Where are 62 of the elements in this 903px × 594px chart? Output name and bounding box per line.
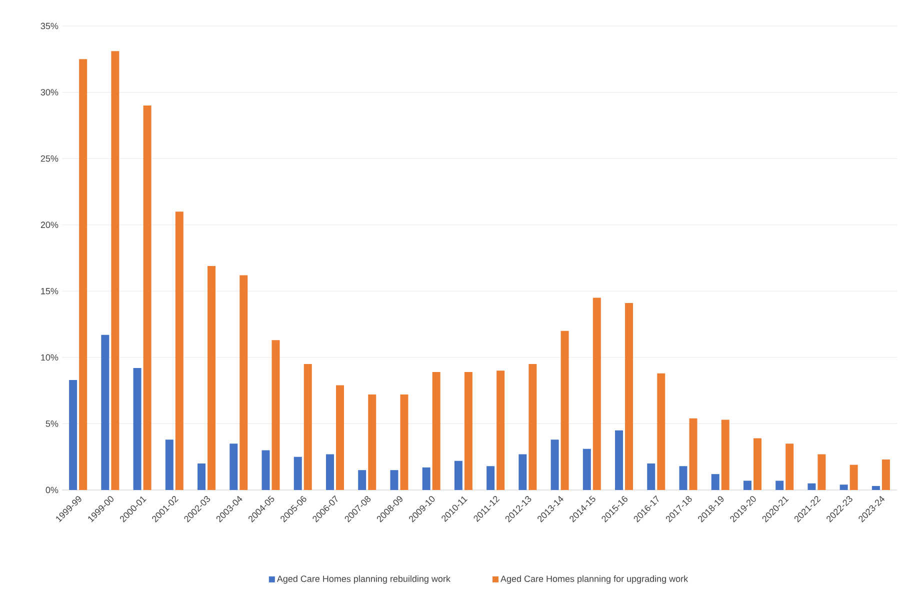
bar [272, 340, 280, 490]
bar [689, 418, 698, 490]
y-tick-label: 35% [40, 22, 58, 30]
bar [872, 486, 880, 490]
bar [79, 59, 88, 490]
bar [432, 372, 440, 490]
y-tick-label: 20% [40, 222, 58, 228]
bar [808, 483, 816, 490]
bar [422, 467, 430, 490]
bar [550, 440, 559, 490]
legend-label: Aged Care Homes planning for upgrading work [500, 575, 688, 584]
bar [528, 364, 537, 490]
y-tick-label: 15% [41, 288, 58, 294]
bar [496, 370, 505, 490]
bar [69, 380, 78, 490]
y-tick-label: 10% [41, 354, 58, 361]
bar [326, 454, 334, 490]
bar [230, 444, 238, 490]
bar [818, 454, 826, 490]
bar [454, 460, 462, 490]
bar [776, 480, 784, 490]
bar [882, 459, 890, 490]
bar [625, 303, 634, 490]
bar [262, 450, 270, 490]
bar [647, 463, 656, 490]
y-tick-label: 5% [46, 420, 58, 427]
bar [101, 334, 110, 490]
y-tick-label: 25% [40, 155, 58, 162]
bar [518, 454, 527, 490]
y-tick-label: 0% [46, 486, 58, 494]
bar [582, 448, 591, 490]
bar [657, 373, 666, 490]
bar [560, 330, 569, 490]
bar [679, 466, 688, 490]
bar [294, 456, 302, 490]
bar [304, 364, 312, 490]
bar [198, 463, 206, 490]
bar [240, 275, 248, 490]
bar [464, 372, 472, 490]
bar [711, 474, 720, 490]
bar [721, 420, 730, 490]
bar [165, 440, 174, 490]
bar [786, 444, 794, 490]
bar [840, 484, 848, 490]
bar [143, 106, 152, 490]
bar [850, 464, 858, 490]
bar [208, 266, 216, 490]
bar [111, 51, 120, 490]
bar [400, 394, 408, 490]
bar [486, 466, 495, 490]
bar [743, 480, 752, 490]
bar [753, 438, 762, 490]
legend-label: Aged Care Homes planning rebuilding work [276, 575, 450, 584]
bar [133, 368, 142, 490]
bar [592, 298, 601, 490]
bar [175, 212, 184, 490]
y-tick-label: 30% [40, 89, 58, 96]
bar [358, 470, 366, 490]
bar [390, 470, 398, 490]
bar [368, 394, 376, 490]
bar [615, 430, 624, 490]
bar [336, 385, 344, 490]
